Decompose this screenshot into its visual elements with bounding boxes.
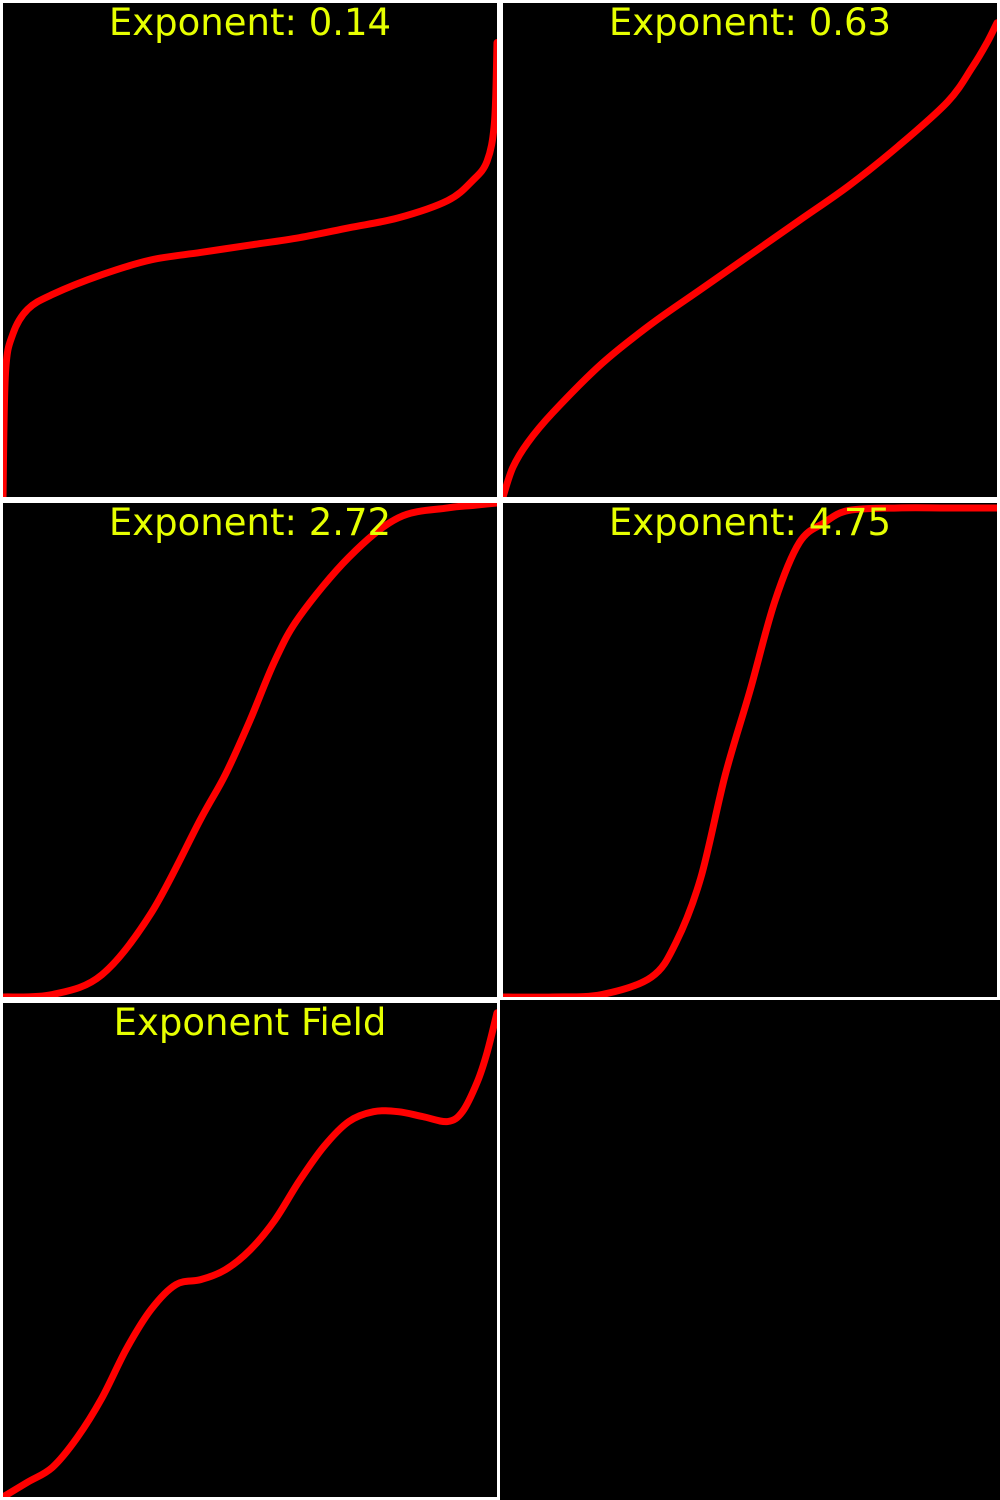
chart-panel-exponent-field: Exponent Field	[3, 1003, 497, 1497]
chart-canvas	[3, 1009, 497, 1497]
chart-canvas	[3, 503, 497, 997]
chart-canvas	[3, 39, 497, 497]
chart-panel-exponent-4-75: Exponent: 4.75	[503, 503, 997, 997]
chart-panel-exponent-0-14: Exponent: 0.14	[3, 3, 497, 497]
curve-series-line	[503, 504, 997, 997]
curve-series-line	[503, 19, 997, 497]
curve-series-line	[3, 1009, 497, 1497]
chart-canvas	[503, 504, 997, 997]
chart-panel-exponent-2-72: Exponent: 2.72	[3, 503, 497, 997]
chart-panel-empty	[500, 1000, 1000, 1500]
chart-canvas	[500, 1000, 1000, 1500]
chart-canvas	[503, 19, 997, 497]
curve-series-line	[3, 503, 497, 997]
curve-series-line	[3, 39, 497, 497]
chart-panel-exponent-0-63: Exponent: 0.63	[503, 3, 997, 497]
